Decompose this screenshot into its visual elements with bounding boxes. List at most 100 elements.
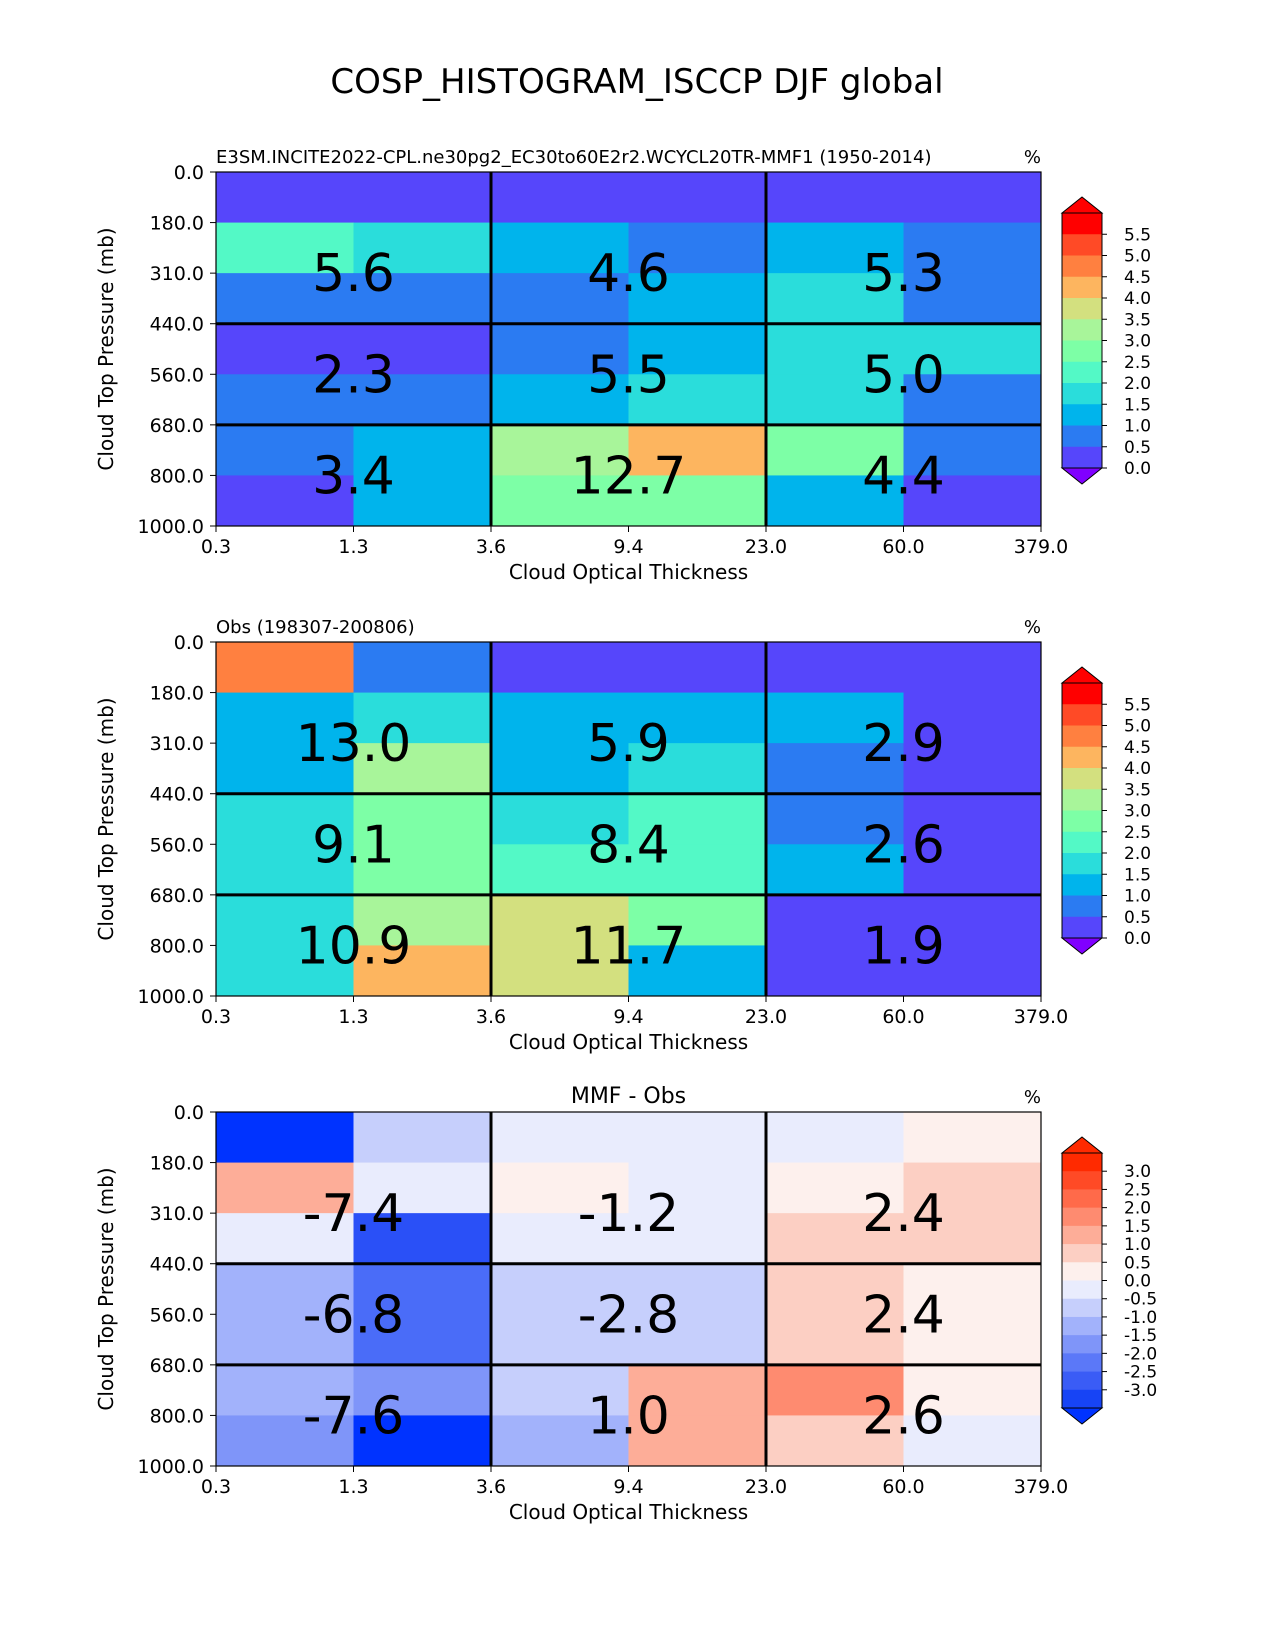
colorbar-segment — [1062, 1153, 1102, 1172]
figure-title: COSP_HISTOGRAM_ISCCP DJF global — [330, 62, 943, 102]
y-tick-label: 0.0 — [174, 1102, 204, 1124]
y-tick-label: 680.0 — [150, 415, 204, 437]
colorbar-tick-label: 2.0 — [1124, 374, 1151, 394]
y-tick-label: 800.0 — [150, 935, 204, 957]
heatmap-cell — [491, 475, 629, 527]
heatmap-cell — [903, 1263, 1042, 1315]
colorbar-extend-max — [1060, 196, 1104, 214]
heatmap-cell — [353, 1314, 492, 1366]
heatmap-cell — [216, 172, 354, 224]
y-tick-label: 0.0 — [174, 162, 204, 184]
colorbar-extend-min — [1060, 937, 1104, 955]
heatmap-cell — [903, 273, 1042, 325]
heatmap-cell — [353, 374, 492, 426]
heatmap-cell — [628, 1314, 767, 1366]
heatmap-cell — [903, 743, 1042, 795]
colorbar-tick-label: -2.0 — [1124, 1344, 1157, 1364]
colorbar-tick-label: 2.0 — [1124, 844, 1151, 864]
heatmap-cell — [353, 945, 492, 997]
heatmap-cell — [353, 692, 492, 744]
heatmap-cell — [766, 323, 904, 375]
heatmap-cell — [353, 273, 492, 325]
colorbar-tick-label: 5.0 — [1124, 717, 1151, 737]
x-tick-label: 9.4 — [613, 1476, 643, 1498]
group-value-label: 5.3 — [862, 244, 945, 304]
heatmap-cell — [766, 222, 904, 274]
heatmap-cell — [766, 743, 904, 795]
group-value-label: 13.0 — [296, 714, 412, 774]
colorbar-tick-label: 0.0 — [1124, 929, 1151, 949]
colorbar-tick-label: 1.5 — [1124, 865, 1151, 885]
heatmap-cell — [491, 1112, 629, 1164]
heatmap-cell — [353, 222, 492, 274]
y-tick-label: 560.0 — [150, 364, 204, 386]
units-label: % — [1024, 617, 1041, 638]
colorbar-tick-label: 0.5 — [1124, 908, 1151, 928]
colorbar-segment — [1062, 340, 1102, 363]
colorbar-tick-label: 0.5 — [1124, 438, 1151, 458]
heatmap-cell — [216, 1263, 354, 1315]
heatmap-cell — [766, 1162, 904, 1214]
colorbar-tick-label: 1.5 — [1124, 1217, 1151, 1237]
heatmap-cell — [766, 374, 904, 426]
heatmap-cell — [766, 273, 904, 325]
x-tick-label: 60.0 — [882, 536, 924, 558]
heatmap-cell — [766, 1112, 904, 1164]
heatmap-cell — [353, 424, 492, 476]
heatmap-cell — [766, 945, 904, 997]
group-value-label: 5.0 — [862, 345, 945, 405]
colorbar-segment — [1062, 1280, 1102, 1300]
x-tick-label: 3.6 — [476, 1476, 506, 1498]
heatmap-cell — [628, 1364, 767, 1416]
colorbar-segment — [1062, 255, 1102, 278]
heatmap-cell — [903, 793, 1042, 845]
heatmap-cell — [216, 793, 354, 845]
group-value-label: 1.9 — [862, 916, 945, 976]
x-tick-label: 9.4 — [613, 536, 643, 558]
heatmap-cell — [216, 222, 354, 274]
y-tick-label: 440.0 — [150, 1254, 204, 1276]
y-tick-label: 560.0 — [150, 1304, 204, 1326]
heatmap-cell — [216, 1314, 354, 1366]
colorbar-segment — [1062, 746, 1102, 769]
heatmap-cell — [903, 1112, 1042, 1164]
colorbar-tick-label: 2.0 — [1124, 1199, 1151, 1219]
group-value-label: -1.2 — [578, 1184, 679, 1244]
colorbar-segment — [1062, 404, 1102, 426]
colorbar-tick-label: 1.0 — [1124, 1235, 1151, 1255]
heatmap-cell — [766, 475, 904, 527]
heatmap-cell — [628, 1162, 767, 1214]
heatmap-cell — [353, 894, 492, 946]
y-axis-label: Cloud Top Pressure (mb) — [94, 1167, 118, 1410]
heatmap-cell — [628, 424, 767, 476]
heatmap-cell — [491, 844, 629, 896]
x-tick-label: 1.3 — [338, 1006, 368, 1028]
heatmap-cell — [628, 1415, 767, 1467]
group-value-label: 2.6 — [862, 1386, 945, 1446]
colorbar-segment — [1062, 1244, 1102, 1263]
heatmap-cell — [216, 1415, 354, 1467]
y-tick-label: 0.0 — [174, 632, 204, 654]
heatmap-cell — [491, 1415, 629, 1467]
heatmap-cell — [628, 793, 767, 845]
panel-title: MMF - Obs — [571, 1084, 686, 1109]
colorbar-tick-label: 3.0 — [1124, 332, 1151, 352]
heatmap-cell — [491, 1364, 629, 1416]
group-value-label: 9.1 — [312, 815, 395, 875]
heatmap-cell — [628, 273, 767, 325]
colorbar-segment — [1062, 895, 1102, 918]
heatmap-cell — [353, 323, 492, 375]
x-tick-label: 379.0 — [1014, 1006, 1068, 1028]
colorbar-extend-max — [1060, 1136, 1104, 1154]
heatmap-cell — [353, 172, 492, 224]
heatmap-cell — [216, 1112, 354, 1164]
colorbar-segment — [1062, 276, 1102, 299]
heatmap-cell — [628, 222, 767, 274]
heatmap-cell — [903, 374, 1042, 426]
heatmap-cell — [216, 424, 354, 476]
heatmap-cell — [903, 642, 1042, 694]
group-value-label: 5.9 — [587, 714, 670, 774]
group-value-label: 1.0 — [587, 1386, 670, 1446]
x-tick-label: 0.3 — [201, 536, 231, 558]
